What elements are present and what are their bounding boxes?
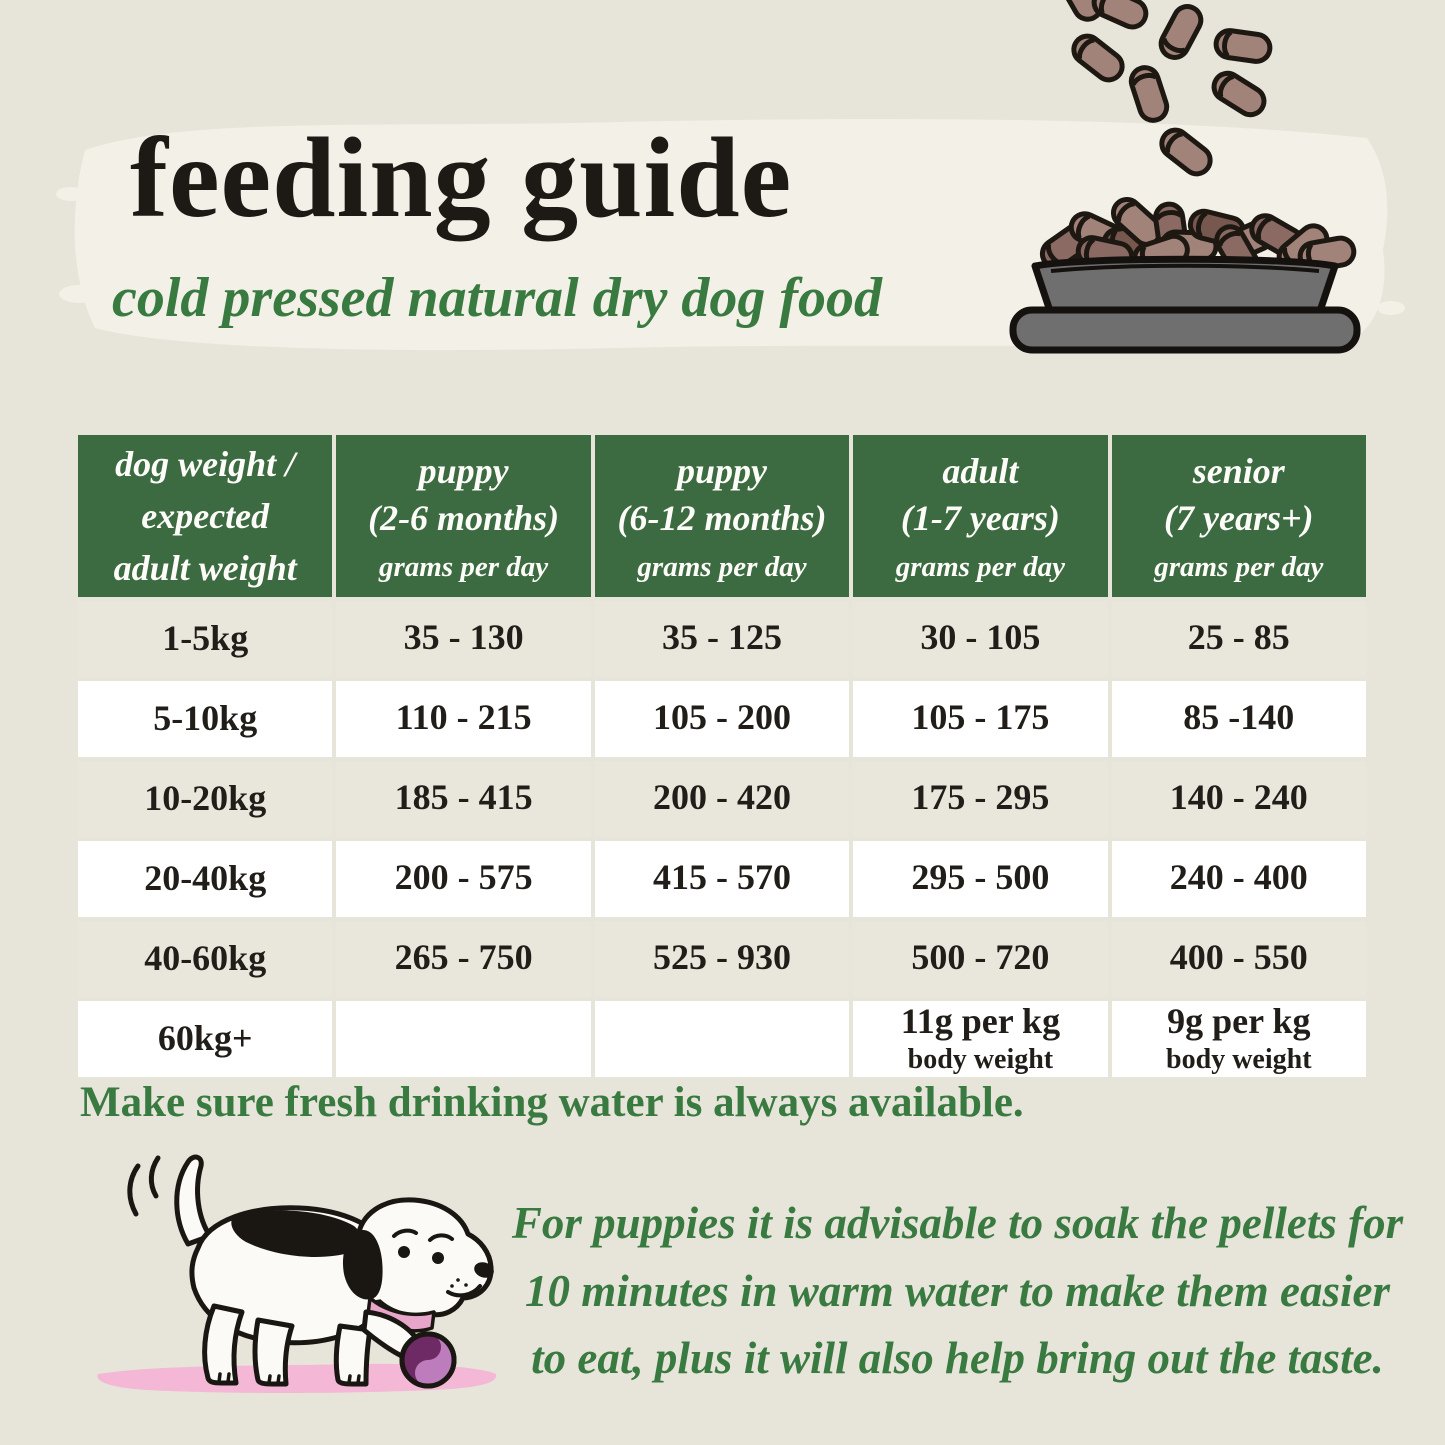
- kibble-pellets-falling-icon: [1056, 0, 1272, 179]
- cell-value: 500 - 720: [853, 921, 1108, 997]
- puppy-illustration: [97, 1154, 497, 1393]
- puppy-hind-leg-far: [202, 1303, 245, 1386]
- cell-value: [336, 1001, 591, 1077]
- puppy-back-patch: [231, 1210, 362, 1257]
- cell-value: 295 - 500: [853, 841, 1108, 917]
- cell-value: 9g per kg body weight: [1111, 1001, 1366, 1077]
- cell-value: 265 - 750: [336, 921, 591, 997]
- table-row-20-40kg: 20-40kg 200 - 575 415 - 570 295 - 500 24…: [78, 841, 1366, 917]
- soaking-note: For puppies it is advisable to soak the …: [511, 1198, 1404, 1383]
- cell-value: 105 - 175: [853, 681, 1108, 757]
- puppy-face: [392, 1228, 494, 1298]
- table-header-row: dog weight / expected adult weight puppy…: [78, 435, 1366, 597]
- puppy-hind-leg-near: [252, 1317, 295, 1387]
- cell-value: 105 - 200: [594, 681, 850, 757]
- table-header-dog-weight: dog weight / expected adult weight: [78, 435, 333, 597]
- table-row-1-5kg: 1-5kg 35 - 130 35 - 125 30 - 105 25 - 85: [78, 601, 1366, 677]
- page-subtitle: cold pressed natural dry dog food: [112, 267, 882, 329]
- table-row-5-10kg: 5-10kg 110 - 215 105 - 200 105 - 175 85 …: [78, 681, 1366, 757]
- cell-value: 110 - 215: [336, 681, 591, 757]
- cell-value: 200 - 420: [594, 761, 850, 837]
- cell-weight: 5-10kg: [78, 681, 333, 757]
- cell-value: 525 - 930: [594, 921, 850, 997]
- feeding-table: dog weight / expected adult weight puppy…: [78, 435, 1366, 1077]
- cell-value: 25 - 85: [1111, 601, 1366, 677]
- cell-value: 400 - 550: [1111, 921, 1366, 997]
- puppy-front-leg-standing: [333, 1323, 373, 1387]
- cell-value: 85 -140: [1111, 681, 1366, 757]
- table-header-senior: senior (7 years+) grams per day: [1111, 435, 1366, 597]
- table-row-60kg-plus: 60kg+ 11g per kg body weight 9g per kg bod…: [78, 1001, 1366, 1077]
- cell-weight: 10-20kg: [78, 761, 333, 837]
- cell-value: 11g per kg body weight: [853, 1001, 1108, 1077]
- table-header-puppy-2-6-months: puppy (2-6 months) grams per day: [336, 435, 591, 597]
- puppy-tail: [174, 1154, 213, 1247]
- cell-weight: 40-60kg: [78, 921, 333, 997]
- table-header-puppy-6-12-months: puppy (6-12 months) grams per day: [594, 435, 850, 597]
- cell-value: 240 - 400: [1111, 841, 1366, 917]
- ball-icon: [399, 1331, 457, 1389]
- cell-value: 185 - 415: [336, 761, 591, 837]
- cell-value: 30 - 105: [853, 601, 1108, 677]
- cell-value: 415 - 570: [594, 841, 850, 917]
- cell-value: 175 - 295: [853, 761, 1108, 837]
- page-title: feeding guide: [130, 114, 793, 241]
- dog-bowl-icon: [1009, 255, 1361, 354]
- cell-weight: 20-40kg: [78, 841, 333, 917]
- cell-value: 35 - 130: [336, 601, 591, 677]
- table-row-40-60kg: 40-60kg 265 - 750 525 - 930 500 - 720 40…: [78, 921, 1366, 997]
- table-header-adult: adult (1-7 years) grams per day: [853, 435, 1108, 597]
- water-note: Make sure fresh drinking water is always…: [80, 1079, 1024, 1126]
- puppy-nose-icon: [474, 1262, 494, 1278]
- pink-brush-stroke: [97, 1363, 497, 1393]
- cell-value: [594, 1001, 850, 1077]
- cell-value: 140 - 240: [1111, 761, 1366, 837]
- tail-motion-lines: [127, 1155, 161, 1217]
- cell-weight: 1-5kg: [78, 601, 333, 677]
- cell-value: 200 - 575: [336, 841, 591, 917]
- puppy-ear-icon: [342, 1229, 383, 1300]
- dog-bowl-illustration: [1009, 0, 1361, 354]
- cell-weight: 60kg+: [78, 1001, 333, 1077]
- cell-value: 35 - 125: [594, 601, 850, 677]
- table-row-10-20kg: 10-20kg 185 - 415 200 - 420 175 - 295 14…: [78, 761, 1366, 837]
